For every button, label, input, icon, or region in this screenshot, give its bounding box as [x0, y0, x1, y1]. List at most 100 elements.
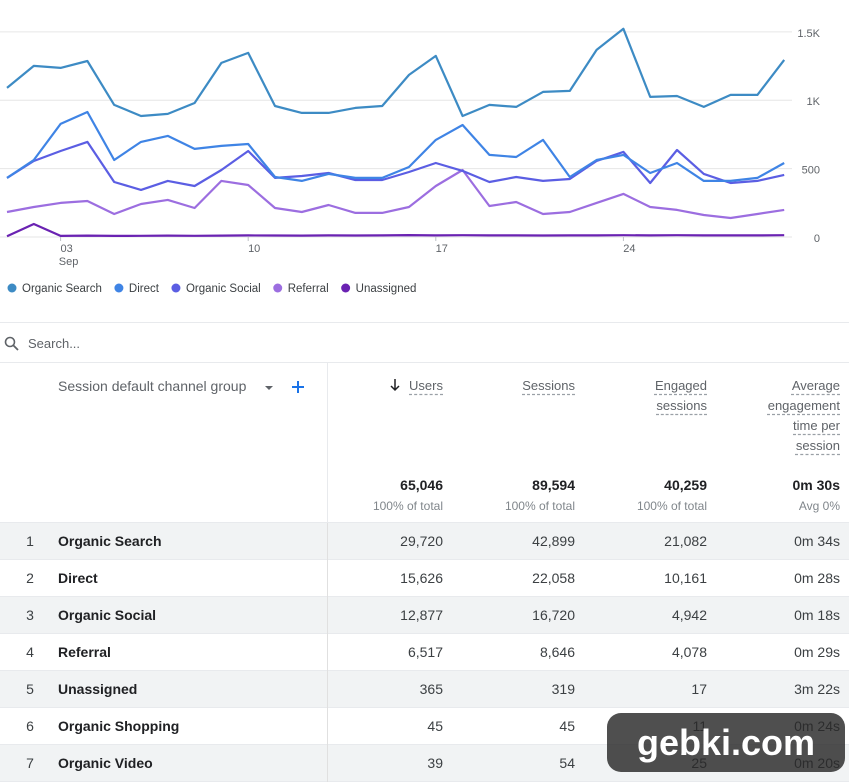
row-value: 0m 18s [794, 607, 840, 623]
dimension-header[interactable]: Session default channel group [58, 378, 247, 394]
search-icon [4, 336, 19, 351]
row-value: 0m 28s [794, 570, 840, 586]
y-tick-label: 1.5K [797, 28, 820, 40]
row-value: 21,082 [664, 533, 707, 549]
divider [0, 522, 849, 523]
x-tick-label: 17 [436, 243, 448, 255]
table-row[interactable] [0, 560, 849, 597]
row-rank: 6 [26, 718, 34, 734]
row-value: 17 [691, 681, 707, 697]
column-divider [327, 745, 328, 782]
total-note: 100% of total [372, 499, 443, 513]
column-header-text[interactable]: Sessions [522, 378, 575, 393]
total-value: 0m 30s [792, 477, 840, 493]
row-name[interactable]: Organic Shopping [58, 718, 180, 734]
series-line [6, 27, 786, 118]
total-note: Avg 0% [798, 499, 840, 513]
column-header-text[interactable]: Engaged sessions [654, 378, 707, 413]
series-line [6, 110, 785, 182]
column-header-text[interactable]: Average engagement time per session [767, 378, 840, 453]
column-divider [327, 560, 328, 597]
column-divider [327, 523, 328, 560]
row-value: 45 [559, 718, 575, 734]
search-input[interactable]: Search... [28, 336, 81, 351]
add-dimension[interactable] [290, 379, 306, 395]
row-value: 22,058 [532, 570, 575, 586]
table-row[interactable] [0, 523, 849, 560]
y-tick-label: 500 [802, 165, 820, 177]
divider [0, 322, 849, 323]
row-value: 29,720 [400, 533, 443, 549]
row-name[interactable]: Referral [58, 644, 111, 660]
divider [0, 362, 849, 363]
series-line [6, 140, 785, 191]
dropdown-icon[interactable] [263, 383, 275, 393]
row-value: 16,720 [532, 607, 575, 623]
row-value: 8,646 [539, 644, 575, 660]
column-divider [327, 634, 328, 671]
column-header[interactable]: Average engagement time per session [756, 376, 840, 456]
column-header-text[interactable]: Users [409, 378, 443, 393]
legend-swatch [7, 283, 17, 293]
total-note: 100% of total [504, 499, 575, 513]
y-tick-label: 0 [814, 233, 820, 245]
table-row[interactable] [0, 597, 849, 634]
row-rank: 5 [26, 681, 34, 697]
row-value: 365 [419, 681, 443, 697]
total-value: 65,046 [400, 477, 443, 493]
table-row[interactable] [0, 671, 849, 708]
legend-swatch [171, 283, 181, 293]
row-value: 39 [427, 755, 443, 771]
row-value: 0m 34s [794, 533, 840, 549]
table-row[interactable] [0, 634, 849, 671]
row-rank: 7 [26, 755, 34, 771]
row-value: 42,899 [532, 533, 575, 549]
chart: 0 500 1K 1.5K 03 10 17 24 Sep Organic Search Direc… [0, 27, 821, 295]
row-value: 6,517 [407, 644, 443, 660]
legend-label: Organic Search [22, 283, 102, 295]
row-value: 54 [559, 755, 575, 771]
row-value: 4,078 [671, 644, 707, 660]
row-name[interactable]: Direct [58, 570, 98, 586]
row-value: 319 [551, 681, 575, 697]
row-name[interactable]: Organic Search [58, 533, 162, 549]
y-tick-label: 1K [807, 96, 821, 108]
total-value: 89,594 [532, 477, 575, 493]
row-rank: 2 [26, 570, 34, 586]
watermark-box [607, 713, 845, 772]
watermark: gebki.com [636, 722, 816, 763]
row-value: 15,626 [400, 570, 443, 586]
column-header[interactable]: Users [363, 376, 443, 396]
row-value: 0m 29s [794, 644, 840, 660]
row-name[interactable]: Organic Video [58, 755, 153, 771]
x-tick-label: 24 [623, 243, 635, 255]
series-line [6, 222, 785, 238]
row-value: 10,161 [664, 570, 707, 586]
row-value: 45 [427, 718, 443, 734]
row-value: 4,942 [671, 607, 707, 623]
x-sublabel: Sep [59, 256, 79, 268]
column-header[interactable]: Sessions [495, 376, 575, 396]
legend-label: Direct [129, 283, 160, 295]
column-divider [327, 597, 328, 634]
row-name[interactable]: Organic Social [58, 607, 157, 623]
row-rank: 3 [26, 607, 34, 623]
x-tick-label: 10 [248, 243, 260, 255]
series-line [6, 168, 785, 220]
legend-swatch [341, 283, 351, 293]
total-value: 40,259 [664, 477, 707, 493]
total-note: 100% of total [636, 499, 707, 513]
legend-label: Unassigned [356, 283, 417, 295]
column-divider [327, 708, 328, 745]
legend-swatch [273, 283, 283, 293]
legend-swatch [114, 283, 124, 293]
x-tick-label: 03 [60, 243, 72, 255]
row-name[interactable]: Unassigned [58, 681, 138, 697]
row-value: 12,877 [400, 607, 443, 623]
legend-label: Referral [288, 283, 329, 295]
row-rank: 1 [26, 533, 34, 549]
sort-icon[interactable] [389, 378, 401, 392]
column-header[interactable]: Engaged sessions [641, 376, 707, 416]
legend-label: Organic Social [186, 283, 261, 295]
